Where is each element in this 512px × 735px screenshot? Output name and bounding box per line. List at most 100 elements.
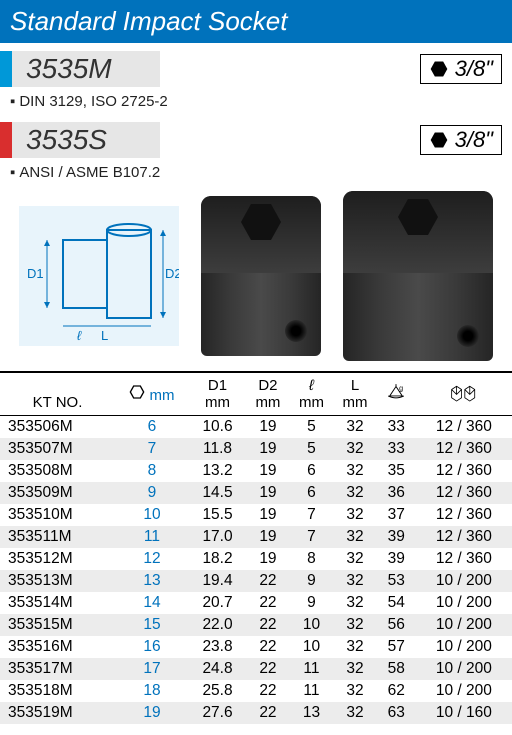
cell-l2: 32: [333, 592, 377, 614]
note-text: ANSI / ASME B107.2: [19, 164, 160, 181]
cell-l1: 8: [290, 548, 334, 570]
drive-size: 3/8": [455, 127, 493, 153]
cell-kt: 353517M: [0, 658, 115, 680]
cell-g: 39: [377, 526, 416, 548]
col-pack: [416, 372, 512, 416]
cell-mm: 13: [115, 570, 189, 592]
cell-kt: 353511M: [0, 526, 115, 548]
label-d2: D2: [165, 266, 179, 281]
product-photo-1: [201, 196, 321, 356]
svg-text:g: g: [399, 385, 403, 392]
cell-pk: 12 / 360: [416, 482, 512, 504]
cell-kt: 353512M: [0, 548, 115, 570]
cell-pk: 12 / 360: [416, 526, 512, 548]
cell-mm: 15: [115, 614, 189, 636]
cell-pk: 10 / 200: [416, 680, 512, 702]
cell-kt: 353516M: [0, 636, 115, 658]
scale-icon: g: [385, 383, 407, 401]
cell-d1: 19.4: [189, 570, 246, 592]
cell-l2: 32: [333, 526, 377, 548]
cell-l2: 32: [333, 416, 377, 439]
cell-l1: 9: [290, 570, 334, 592]
cell-l1: 10: [290, 614, 334, 636]
cell-kt: 353514M: [0, 592, 115, 614]
page-title: Standard Impact Socket: [0, 0, 512, 43]
cell-g: 37: [377, 504, 416, 526]
table-row: 353511M1117.0197323912 / 360: [0, 526, 512, 548]
table-row: 353519M1927.62213326310 / 160: [0, 702, 512, 724]
cell-d1: 25.8: [189, 680, 246, 702]
cell-d1: 15.5: [189, 504, 246, 526]
cell-l2: 32: [333, 702, 377, 724]
cell-kt: 353515M: [0, 614, 115, 636]
cell-d1: 10.6: [189, 416, 246, 439]
cell-pk: 10 / 200: [416, 614, 512, 636]
cell-kt: 353513M: [0, 570, 115, 592]
label-d1: D1: [27, 266, 44, 281]
drive-size-badge: 3/8": [420, 54, 502, 84]
label-l2: L: [101, 328, 108, 343]
drive-size-badge: 3/8": [420, 125, 502, 155]
cell-l2: 32: [333, 460, 377, 482]
cell-pk: 10 / 200: [416, 636, 512, 658]
cell-kt: 353506M: [0, 416, 115, 439]
table-row: 353506M610.6195323312 / 360: [0, 416, 512, 439]
note-text: DIN 3129, ISO 2725-2: [19, 93, 167, 110]
cell-mm: 14: [115, 592, 189, 614]
cell-d1: 24.8: [189, 658, 246, 680]
table-row: 353514M1420.7229325410 / 200: [0, 592, 512, 614]
cell-g: 33: [377, 416, 416, 439]
cell-l2: 32: [333, 658, 377, 680]
cell-d1: 14.5: [189, 482, 246, 504]
cell-g: 54: [377, 592, 416, 614]
dimension-diagram: D1 D2 ℓ L: [19, 206, 179, 346]
cell-g: 63: [377, 702, 416, 724]
cell-d1: 22.0: [189, 614, 246, 636]
variant-row-2: 3535S 3/8": [0, 120, 512, 160]
cell-kt: 353507M: [0, 438, 115, 460]
cell-g: 33: [377, 438, 416, 460]
cell-g: 62: [377, 680, 416, 702]
cell-l2: 32: [333, 438, 377, 460]
table-row: 353517M1724.82211325810 / 200: [0, 658, 512, 680]
cell-l2: 32: [333, 680, 377, 702]
cell-pk: 10 / 200: [416, 592, 512, 614]
cell-g: 36: [377, 482, 416, 504]
table-row: 353513M1319.4229325310 / 200: [0, 570, 512, 592]
hex-icon: [429, 130, 449, 150]
cell-d2: 22: [246, 702, 290, 724]
cell-d2: 19: [246, 438, 290, 460]
product-photo-2: [343, 191, 493, 361]
cell-d1: 20.7: [189, 592, 246, 614]
cell-d2: 19: [246, 482, 290, 504]
cell-l1: 11: [290, 658, 334, 680]
cell-pk: 10 / 200: [416, 658, 512, 680]
cell-kt: 353518M: [0, 680, 115, 702]
col-d1: D1mm: [189, 372, 246, 416]
cell-g: 53: [377, 570, 416, 592]
hex-icon: [129, 384, 145, 400]
cell-l1: 6: [290, 482, 334, 504]
cell-l1: 7: [290, 526, 334, 548]
spec-table: KT NO. mm D1mm D2mm ℓmm Lmm g 353506M610…: [0, 371, 512, 724]
cell-mm: 6: [115, 416, 189, 439]
cell-l2: 32: [333, 504, 377, 526]
col-l2: Lmm: [333, 372, 377, 416]
col-size: mm: [115, 372, 189, 416]
table-row: 353509M914.5196323612 / 360: [0, 482, 512, 504]
cell-pk: 12 / 360: [416, 504, 512, 526]
cell-mm: 11: [115, 526, 189, 548]
drive-size: 3/8": [455, 56, 493, 82]
cell-kt: 353508M: [0, 460, 115, 482]
cell-kt: 353509M: [0, 482, 115, 504]
cell-pk: 12 / 360: [416, 460, 512, 482]
cell-g: 39: [377, 548, 416, 570]
cell-d1: 18.2: [189, 548, 246, 570]
cell-kt: 353519M: [0, 702, 115, 724]
standard-note: ▪DIN 3129, ISO 2725-2: [0, 89, 512, 114]
cell-d1: 11.8: [189, 438, 246, 460]
table-row: 353510M1015.5197323712 / 360: [0, 504, 512, 526]
col-l1: ℓmm: [290, 372, 334, 416]
cell-mm: 9: [115, 482, 189, 504]
cell-d2: 22: [246, 614, 290, 636]
